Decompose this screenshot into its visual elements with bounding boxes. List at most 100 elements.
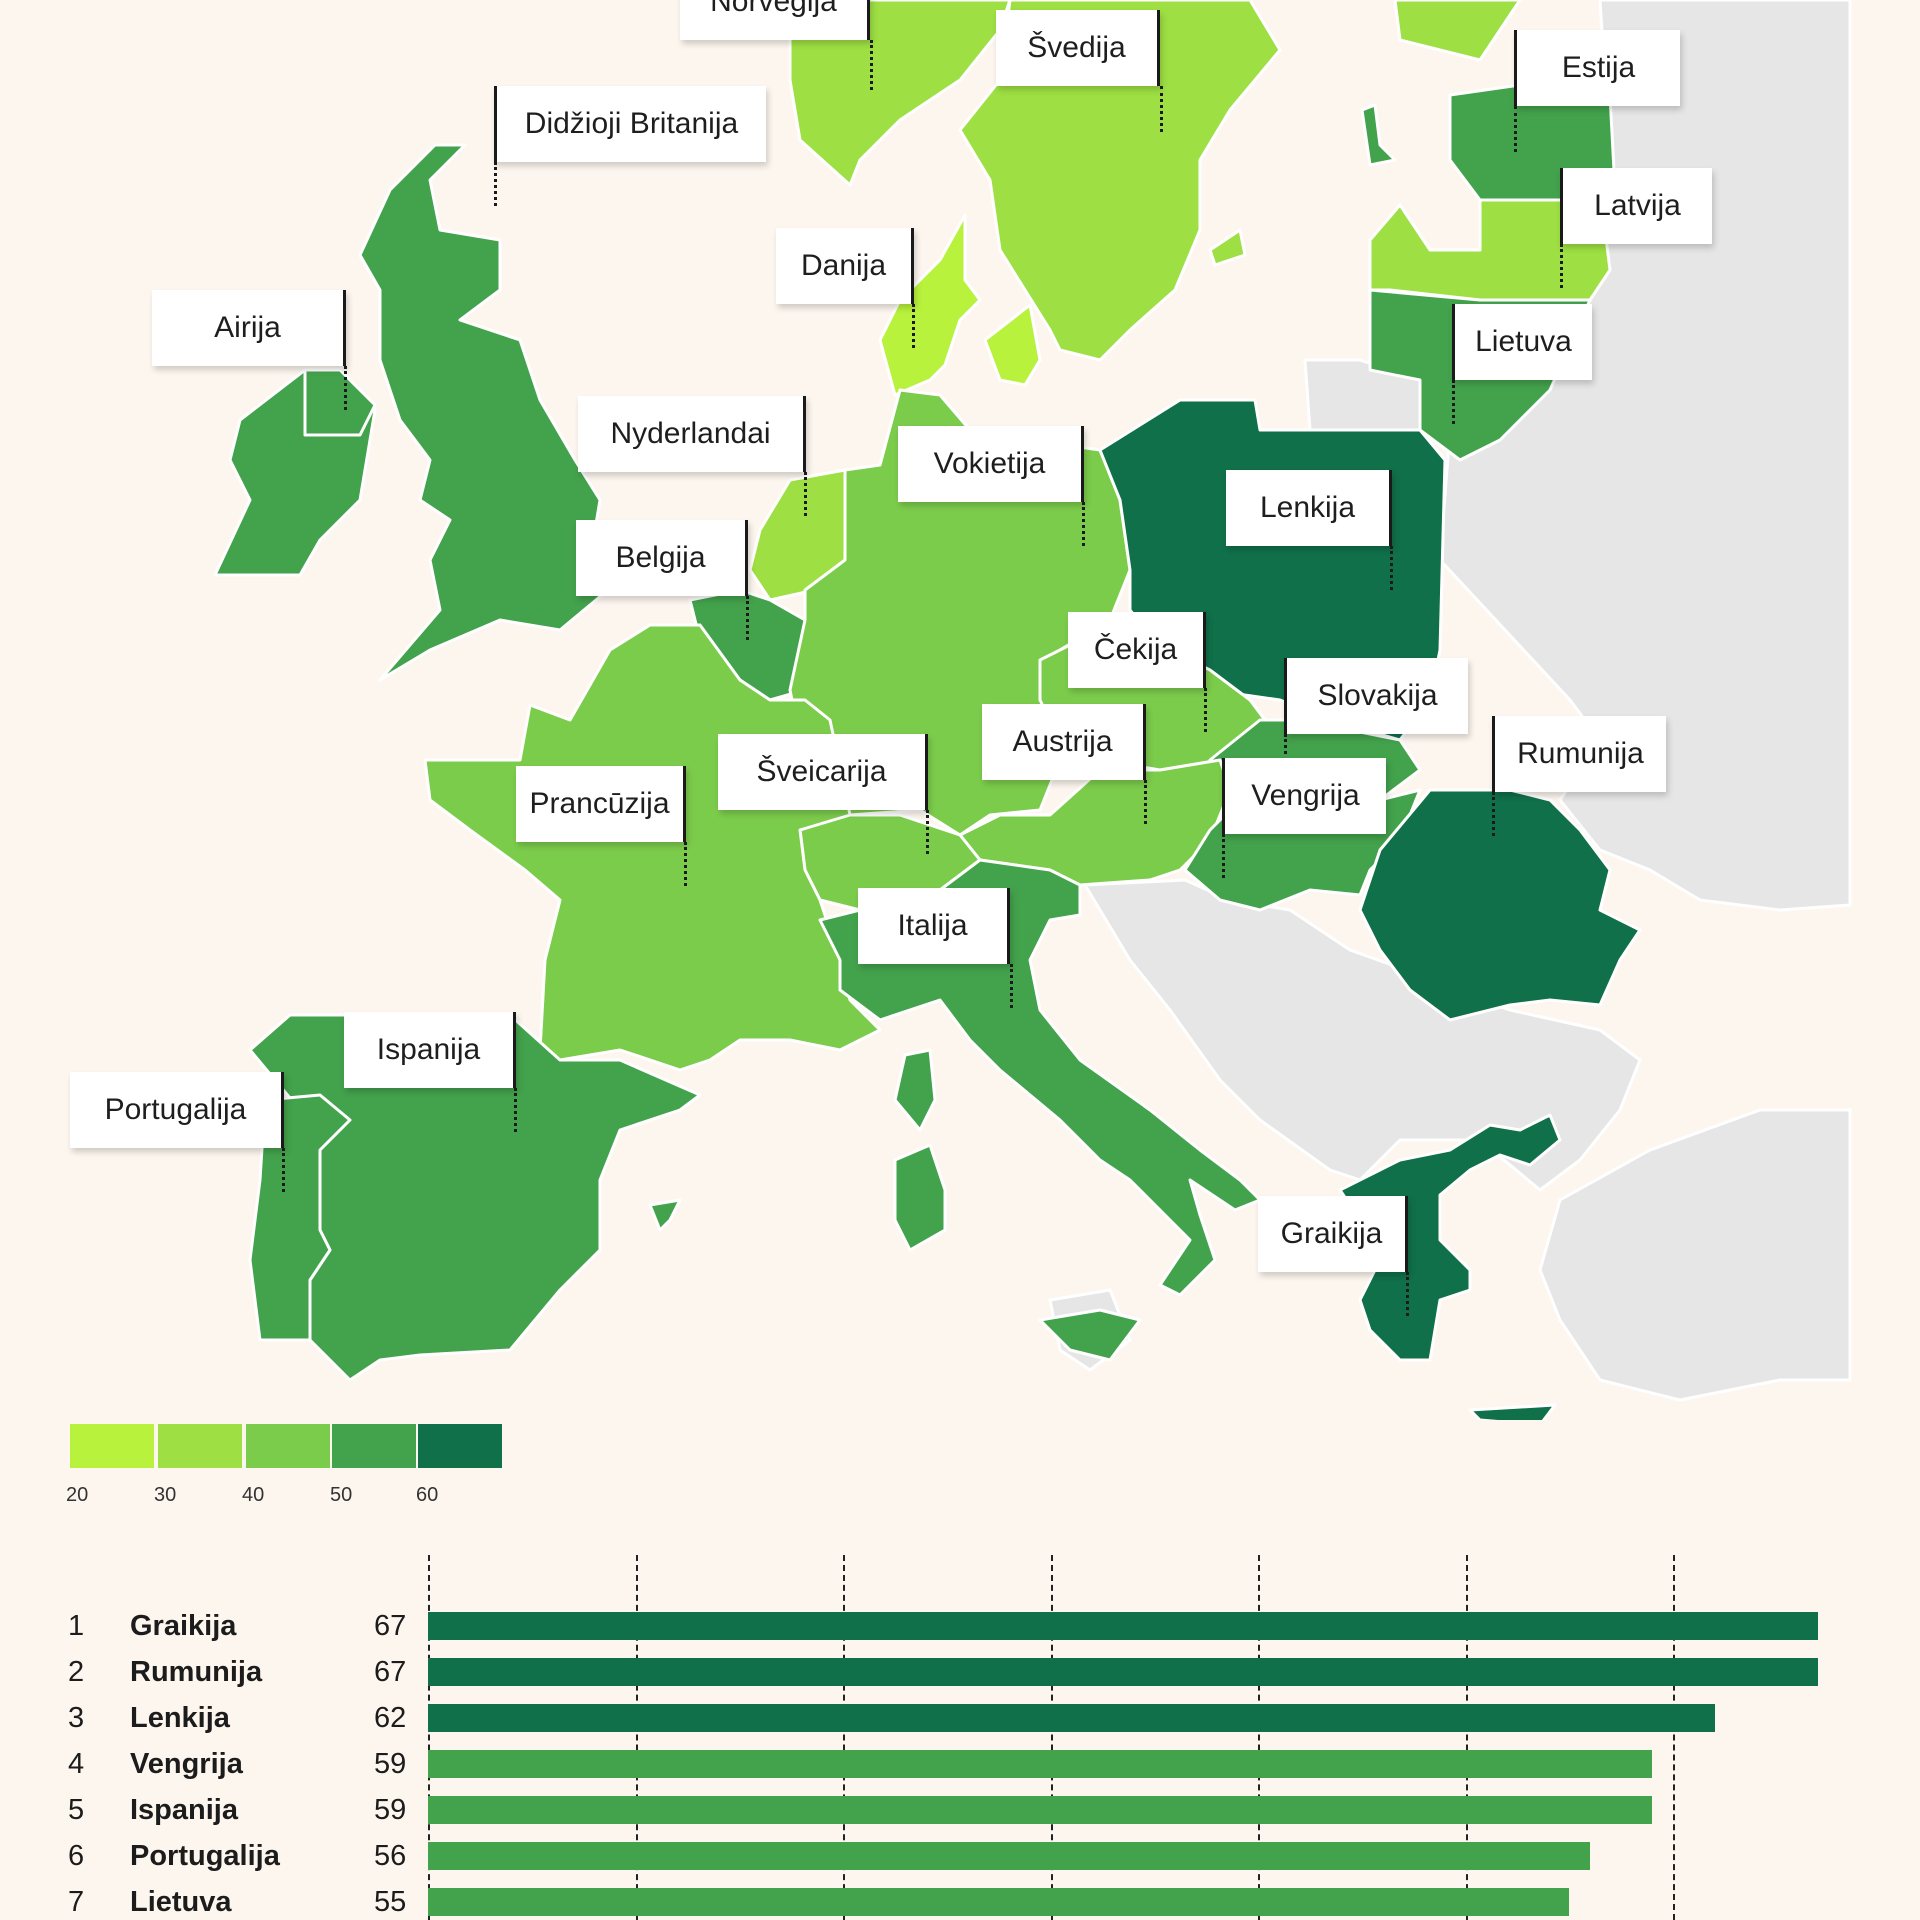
bar-6 xyxy=(428,1842,1590,1870)
label-lietuva: Lietuva xyxy=(1452,304,1592,380)
label-belgija: Belgija xyxy=(576,520,748,596)
label-prancuzija: Prancūzija xyxy=(516,766,686,842)
map-sweden xyxy=(958,0,1282,362)
bar-value-7: 55 xyxy=(374,1886,407,1918)
region-balkans xyxy=(1083,878,1642,1192)
legend-tick-60: 60 xyxy=(416,1484,439,1506)
map-sicily xyxy=(1038,1308,1142,1362)
bar-value-4: 59 xyxy=(374,1748,407,1780)
label-cekija: Čekija xyxy=(1068,612,1206,688)
legend-swatch-4 xyxy=(332,1424,416,1468)
rank-2: 2 xyxy=(68,1656,85,1688)
map-greece xyxy=(1338,1113,1562,1362)
legend-tick-40: 40 xyxy=(242,1484,265,1506)
label-estija: Estija xyxy=(1514,30,1680,106)
leader-belgija xyxy=(746,596,749,640)
leader-italija xyxy=(1010,964,1013,1008)
label-rumunija: Rumunija xyxy=(1492,716,1666,792)
leader-latvija xyxy=(1560,244,1563,288)
legend-swatch-2 xyxy=(158,1424,242,1468)
legend-swatch-1 xyxy=(70,1424,154,1468)
leader-portugalija xyxy=(282,1148,285,1192)
map-saaremaa xyxy=(1360,103,1397,167)
gridline-40 xyxy=(1258,1555,1260,1920)
map-northern-ireland xyxy=(303,368,377,437)
bar-value-1: 67 xyxy=(374,1610,407,1642)
label-austrija: Austrija xyxy=(982,704,1146,780)
label-didzioji-britanija: Didžioji Britanija xyxy=(494,86,766,162)
bar-1 xyxy=(428,1612,1819,1640)
leader-graikija xyxy=(1406,1272,1409,1316)
gridline-0 xyxy=(428,1555,430,1920)
label-vengrija: Vengrija xyxy=(1222,758,1386,834)
map-crete xyxy=(1468,1403,1557,1420)
label-airija: Airija xyxy=(152,290,346,366)
map-balearics xyxy=(648,1198,682,1232)
leader-estija xyxy=(1514,106,1517,152)
map-denmark-zealand xyxy=(983,303,1042,387)
bar-label-3: Lenkija xyxy=(130,1702,230,1734)
rank-3: 3 xyxy=(68,1702,85,1734)
leader-vokietija xyxy=(1082,502,1085,546)
gridline-10 xyxy=(635,1555,638,1920)
map-italy xyxy=(818,858,1262,1297)
label-italija: Italija xyxy=(858,888,1010,964)
label-graikija: Graikija xyxy=(1258,1196,1408,1272)
bar-value-3: 62 xyxy=(374,1702,407,1734)
bar-7 xyxy=(428,1888,1570,1916)
bar-value-2: 67 xyxy=(374,1656,407,1688)
leader-ispanija xyxy=(514,1088,517,1132)
leader-didzioji-britanija xyxy=(494,162,497,206)
leader-danija xyxy=(912,304,915,348)
legend-tick-20: 20 xyxy=(66,1484,89,1506)
map-corsica xyxy=(893,1048,937,1132)
leader-nyderlandai xyxy=(804,472,807,516)
legend-tick-30: 30 xyxy=(154,1484,177,1506)
legend-swatch-5 xyxy=(418,1424,502,1468)
leader-lietuva xyxy=(1452,380,1455,424)
label-latvija: Latvija xyxy=(1560,168,1712,244)
bar-3 xyxy=(428,1704,1715,1732)
leader-vengrija xyxy=(1222,834,1225,878)
legend-tick-50: 50 xyxy=(330,1484,353,1506)
gridline-60 xyxy=(1673,1555,1675,1920)
bar-4 xyxy=(428,1750,1653,1778)
bar-label-7: Lietuva xyxy=(130,1886,232,1918)
label-lenkija: Lenkija xyxy=(1226,470,1392,546)
rank-4: 4 xyxy=(68,1748,85,1780)
leader-austrija xyxy=(1144,780,1147,824)
leader-airija xyxy=(344,366,347,410)
leader-sveicarija xyxy=(926,810,929,854)
rank-7: 7 xyxy=(68,1886,85,1918)
bar-2 xyxy=(428,1658,1819,1686)
label-vokietija: Vokietija xyxy=(898,426,1084,502)
rank-1: 1 xyxy=(68,1610,85,1642)
label-norvegija: Norvegija xyxy=(680,0,870,40)
label-portugalija: Portugalija xyxy=(70,1072,284,1148)
leader-slovakija xyxy=(1284,734,1287,754)
bar-5 xyxy=(428,1796,1653,1824)
legend-swatch-3 xyxy=(246,1424,330,1468)
region-turkey xyxy=(1538,1108,1852,1402)
bar-label-4: Vengrija xyxy=(130,1748,243,1780)
leader-cekija xyxy=(1204,688,1207,732)
gridline-20 xyxy=(843,1555,845,1920)
rank-6: 6 xyxy=(68,1840,85,1872)
label-nyderlandai: Nyderlandai xyxy=(578,396,806,472)
leader-rumunija xyxy=(1492,792,1495,836)
leader-svedija xyxy=(1160,86,1163,132)
leader-lenkija xyxy=(1390,546,1393,590)
bar-label-6: Portugalija xyxy=(130,1840,280,1872)
map-uk xyxy=(358,143,622,682)
bar-label-2: Rumunija xyxy=(130,1656,263,1688)
bar-label-1: Graikija xyxy=(130,1610,237,1642)
map-gotland xyxy=(1208,228,1247,267)
label-svedija: Švedija xyxy=(996,10,1160,86)
gridline-30 xyxy=(1050,1555,1053,1920)
map-romania xyxy=(1358,788,1642,1022)
map-portugal xyxy=(248,1093,352,1342)
bar-label-5: Ispanija xyxy=(130,1794,238,1826)
leader-norvegija xyxy=(870,40,873,90)
gridline-50 xyxy=(1465,1555,1468,1920)
bar-value-6: 56 xyxy=(374,1840,407,1872)
